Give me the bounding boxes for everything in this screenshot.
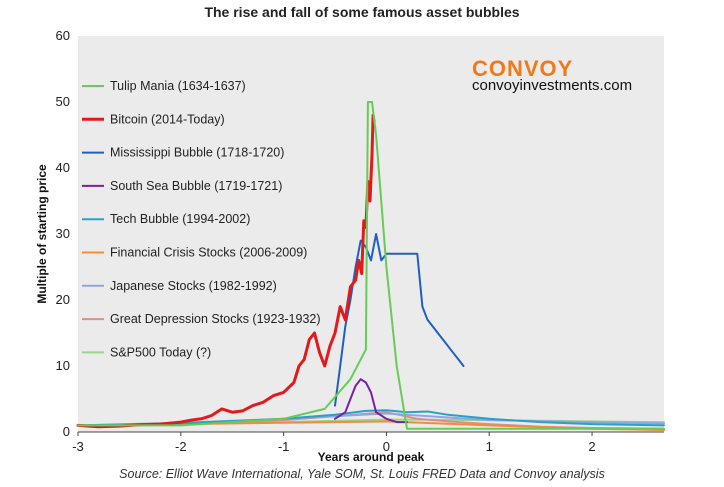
series-line	[77, 101, 665, 430]
series-lines	[76, 101, 665, 431]
series-line	[334, 378, 408, 424]
legend-label: Mississippi Bubble (1718-1720)	[110, 146, 284, 160]
legend-label: South Sea Bubble (1719-1721)	[110, 179, 282, 193]
x-tick-label: 2	[588, 439, 595, 454]
chart-title: The rise and fall of some famous asset b…	[204, 4, 519, 20]
y-tick-label: 50	[56, 94, 70, 109]
legend-label: Financial Crisis Stocks (2006-2009)	[110, 246, 307, 260]
legend-label: Japanese Stocks (1982-1992)	[110, 279, 277, 293]
source-note: Source: Elliot Wave International, Yale …	[119, 467, 605, 481]
plot-area	[78, 36, 664, 432]
y-tick-label: 40	[56, 160, 70, 175]
legend-label: Great Depression Stocks (1923-1932)	[110, 312, 321, 326]
y-tick-label: 20	[56, 292, 70, 307]
legend-label: Tech Bubble (1994-2002)	[110, 212, 250, 226]
legend-label: Bitcoin (2014-Today)	[110, 112, 225, 126]
x-tick-label: 1	[486, 439, 493, 454]
y-tick-label: 60	[56, 28, 70, 43]
x-tick-label: 0	[383, 439, 390, 454]
y-axis: 0 10 20 30 40 50 60	[56, 28, 70, 439]
brand-url: convoyinvestments.com	[472, 77, 632, 94]
x-axis-label: Years around peak	[318, 450, 425, 464]
x-tick-label: -2	[175, 439, 187, 454]
series-line	[76, 113, 376, 429]
brand-logo: CONVOY	[472, 56, 573, 81]
series-line	[334, 233, 465, 407]
y-tick-label: 0	[63, 424, 70, 439]
y-axis-label: Multiple of starting price	[35, 164, 49, 304]
x-axis: -3 -2 -1 0 1 2	[72, 432, 596, 454]
legend: Tulip Mania (1634-1637) Bitcoin (2014-Tod…	[82, 79, 321, 359]
x-tick-label: -3	[72, 439, 84, 454]
legend-label: S&P500 Today (?)	[110, 345, 211, 359]
y-tick-label: 10	[56, 358, 70, 373]
legend-label: Tulip Mania (1634-1637)	[110, 79, 246, 93]
x-tick-label: -1	[278, 439, 290, 454]
y-tick-label: 30	[56, 226, 70, 241]
